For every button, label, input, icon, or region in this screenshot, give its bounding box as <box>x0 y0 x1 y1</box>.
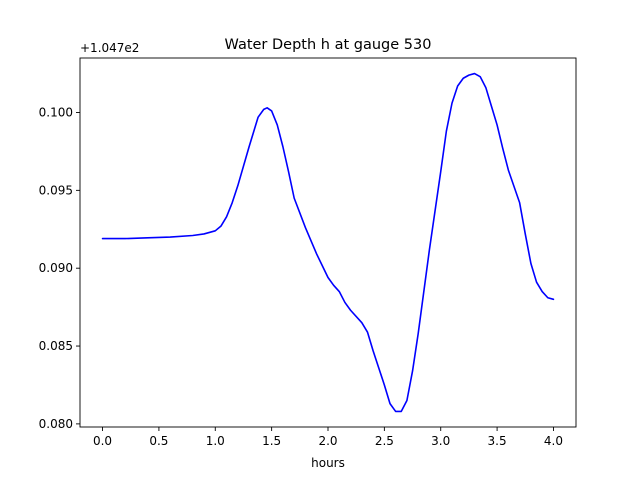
x-tick-label: 1.5 <box>262 434 281 448</box>
chart-title: Water Depth h at gauge 530 <box>225 37 432 53</box>
x-tick-label: 2.0 <box>318 434 337 448</box>
x-tick-label: 4.0 <box>544 434 563 448</box>
x-tick-label: 0.5 <box>149 434 168 448</box>
y-tick-label: 0.080 <box>39 417 73 431</box>
x-axis-label: hours <box>311 456 345 470</box>
plot-area: 0.0 0.5 1.0 1.5 2.0 2.5 3.0 3.5 4.0 0.080 0.085 0.0… <box>39 57 577 448</box>
x-tick-label: 2.5 <box>375 434 394 448</box>
x-tick-label: 1.0 <box>206 434 225 448</box>
y-tick-label: 0.095 <box>39 183 73 197</box>
x-tick-label: 3.0 <box>431 434 450 448</box>
x-tick-label: 3.5 <box>488 434 507 448</box>
y-tick-label: 0.085 <box>39 339 73 353</box>
y-offset-text: +1.047e2 <box>80 41 139 55</box>
series-line-0 <box>101 72 555 413</box>
y-tick-label: 0.090 <box>39 261 73 275</box>
y-tick-label: 0.100 <box>39 105 73 119</box>
x-tick-label: 0.0 <box>93 434 112 448</box>
